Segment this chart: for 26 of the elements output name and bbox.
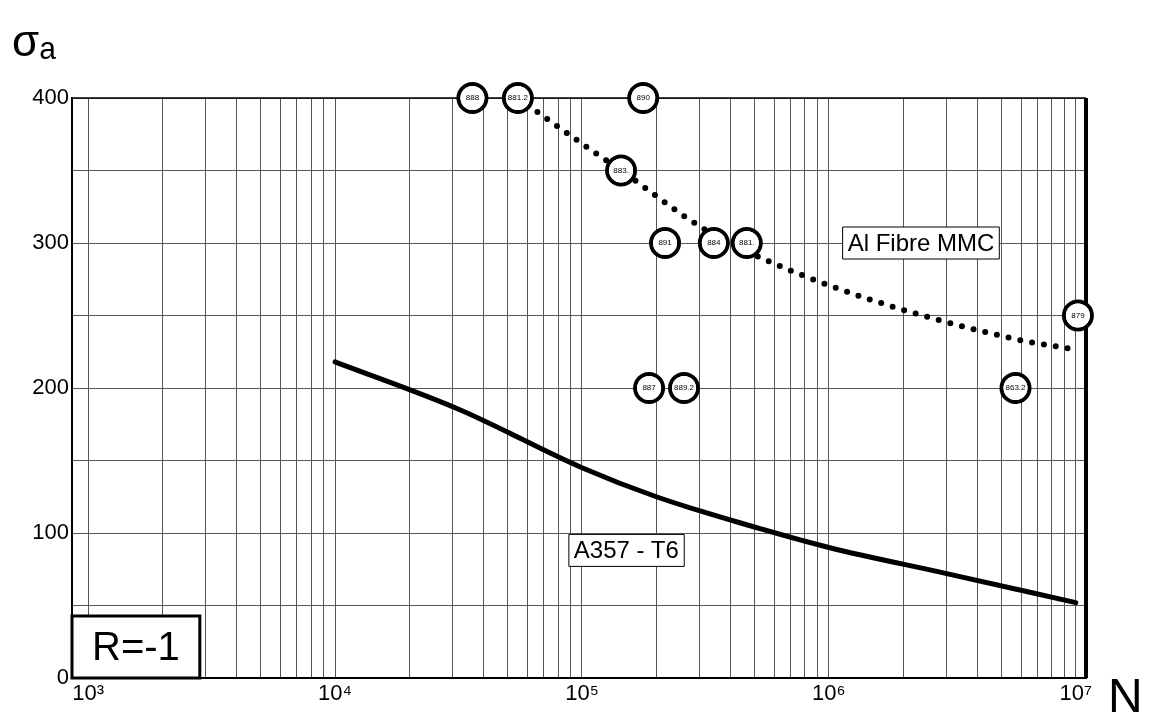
annotation: 863.2 bbox=[1005, 383, 1027, 393]
annotation: 889.2 bbox=[674, 383, 695, 393]
y-tick-label: 200 bbox=[32, 374, 69, 400]
annotation: 884 bbox=[707, 238, 722, 248]
y-axis-title: σₐ bbox=[12, 16, 57, 65]
annotation: 887 bbox=[642, 383, 657, 393]
y-tick-label: 0 bbox=[56, 664, 69, 690]
annotation: 881. bbox=[738, 238, 755, 248]
x-tick-label: 10⁴ bbox=[318, 680, 353, 706]
annotation: 879 bbox=[1071, 310, 1086, 320]
annotation: 881.2 bbox=[507, 93, 529, 103]
annotation: 890 bbox=[636, 93, 651, 103]
annotation: 891 bbox=[658, 238, 673, 248]
x-tick-label: 10⁶ bbox=[812, 680, 846, 706]
annotation: 883. bbox=[613, 165, 629, 175]
series-label: A357 - T6 bbox=[573, 536, 679, 564]
series-label: Al Fibre MMC bbox=[847, 228, 995, 256]
y-tick-label: 300 bbox=[32, 229, 69, 255]
y-tick-label: 100 bbox=[32, 519, 69, 545]
x-axis-title: N bbox=[1108, 669, 1143, 721]
annotation: 888 bbox=[465, 93, 480, 103]
annotation: R=-1 bbox=[92, 624, 180, 669]
y-tick-label: 400 bbox=[32, 84, 69, 110]
x-tick-label: 10⁷ bbox=[1059, 680, 1093, 706]
x-tick-label: 10³ bbox=[72, 680, 105, 706]
x-tick-label: 10⁵ bbox=[565, 680, 599, 706]
